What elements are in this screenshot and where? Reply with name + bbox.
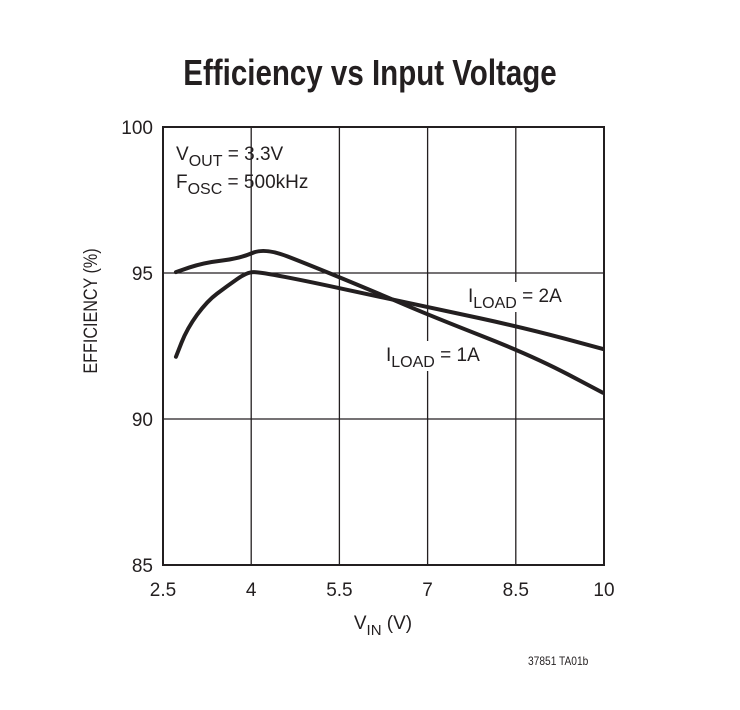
y-tick-label: 85 <box>132 556 153 577</box>
label-text: VOUT = 3.3V <box>176 144 284 170</box>
chart-title: Efficiency vs Input Voltage <box>183 52 557 93</box>
series-label-2: ILOAD = 2A <box>465 282 590 312</box>
x-tick-label: 7 <box>422 580 433 601</box>
x-tick-label: 8.5 <box>503 580 529 601</box>
figure-id: 37851 TA01b <box>528 654 589 668</box>
label-text: ILOAD = 2A <box>468 286 562 312</box>
y-tick-label: 100 <box>121 118 153 139</box>
label-text: ILOAD = 1A <box>386 345 480 371</box>
x-tick-label: 4 <box>246 580 257 601</box>
fosc-annotation: FOSC = 500kHz <box>176 172 308 198</box>
label-background <box>383 341 508 371</box>
x-tick-label: 5.5 <box>326 580 352 601</box>
plot-frame <box>162 126 605 566</box>
x-tick-label: 10 <box>593 580 614 601</box>
y-axis-label: EFFICIENCY (%) <box>80 248 102 373</box>
vout-annotation: VOUT = 3.3V <box>176 144 284 170</box>
y-tick-label: 90 <box>132 410 153 431</box>
series-label-1: ILOAD = 1A <box>383 341 508 371</box>
label-text: FOSC = 500kHz <box>176 172 308 198</box>
x-axis-label: VIN (V) <box>354 613 412 639</box>
y-tick-label: 95 <box>132 264 153 285</box>
series-line-2 <box>173 270 605 359</box>
series-line-1 <box>173 248 605 395</box>
label-background <box>465 282 590 312</box>
x-tick-label: 2.5 <box>150 580 176 601</box>
